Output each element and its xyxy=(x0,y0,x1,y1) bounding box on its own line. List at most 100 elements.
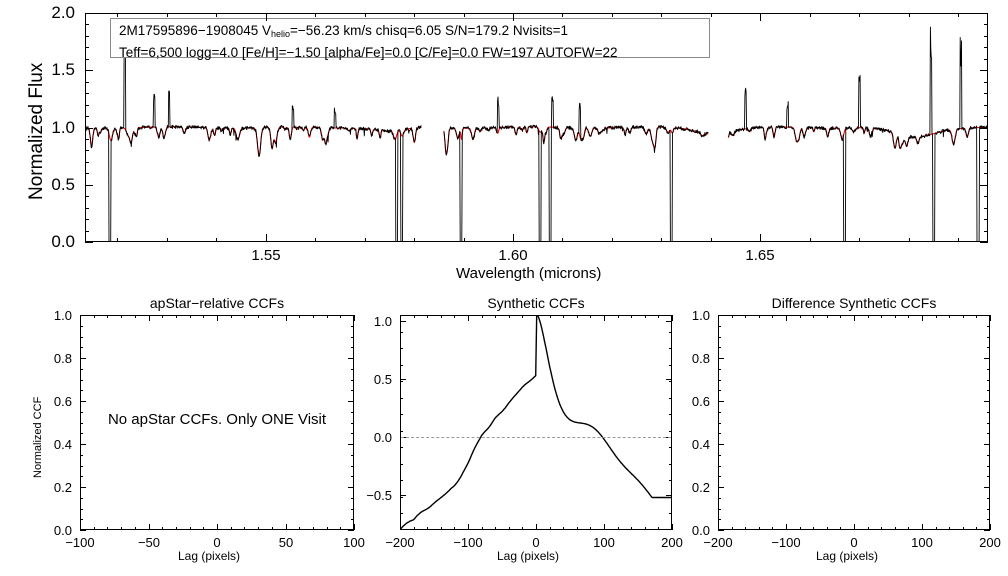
axis-tick xyxy=(868,527,869,530)
axis-tick xyxy=(468,524,469,530)
axis-tick xyxy=(117,13,118,17)
apstar-ccf-empty-message: No apStar CCFs. Only ONE Visit xyxy=(107,411,327,428)
axis-tick xyxy=(351,369,354,370)
axis-tick xyxy=(895,527,896,530)
axis-tick xyxy=(80,315,81,321)
axis-tick xyxy=(984,315,990,316)
axis-tick xyxy=(266,234,267,242)
axis-tick xyxy=(149,315,150,321)
axis-tick-label: 0.2 xyxy=(691,480,710,495)
axis-tick xyxy=(987,412,990,413)
axis-tick xyxy=(454,527,455,530)
axis-tick-label: 1.60 xyxy=(498,247,528,264)
axis-tick xyxy=(482,315,483,318)
axis-tick xyxy=(868,315,869,318)
axis-tick xyxy=(85,173,89,174)
axis-tick xyxy=(813,315,814,318)
axis-tick xyxy=(266,13,267,21)
axis-tick xyxy=(85,13,93,14)
axis-tick xyxy=(217,524,218,530)
axis-tick xyxy=(786,524,787,530)
axis-tick xyxy=(963,315,964,318)
axis-tick xyxy=(80,347,83,348)
axis-tick xyxy=(718,315,719,321)
synthetic-ccf-x-axis-label: Lag (pixels) xyxy=(497,549,560,563)
axis-tick-label: 0.0 xyxy=(53,523,72,538)
axis-tick-label: 0.5 xyxy=(373,372,392,387)
axis-tick-label: 0.0 xyxy=(51,232,75,251)
axis-tick xyxy=(987,455,990,456)
axis-tick xyxy=(400,365,403,366)
axis-tick-label: 100 xyxy=(911,535,933,550)
axis-tick xyxy=(414,13,415,17)
axis-tick xyxy=(80,423,83,424)
axis-tick xyxy=(984,530,990,531)
axis-tick xyxy=(315,238,316,242)
axis-tick xyxy=(80,369,83,370)
axis-tick xyxy=(732,527,733,530)
axis-tick xyxy=(400,379,406,380)
axis-tick xyxy=(718,423,721,424)
axis-tick xyxy=(987,369,990,370)
axis-tick xyxy=(107,527,108,530)
axis-tick-label: 0.4 xyxy=(53,437,72,452)
axis-tick-label: 0.4 xyxy=(691,437,710,452)
axis-tick-label: 1.0 xyxy=(373,314,392,329)
axis-tick xyxy=(800,527,801,530)
axis-tick xyxy=(85,70,93,71)
axis-tick xyxy=(414,238,415,242)
axis-tick xyxy=(612,13,613,17)
axis-tick xyxy=(984,139,988,140)
axis-tick xyxy=(881,315,882,318)
axis-tick xyxy=(908,527,909,530)
axis-tick-label: 0.5 xyxy=(51,175,75,194)
axis-tick xyxy=(980,13,988,14)
axis-tick xyxy=(550,527,551,530)
axis-tick xyxy=(348,401,354,402)
axis-tick xyxy=(441,527,442,530)
axis-tick xyxy=(351,509,354,510)
axis-tick xyxy=(987,390,990,391)
axis-tick xyxy=(258,527,259,530)
axis-tick xyxy=(80,519,83,520)
axis-tick xyxy=(327,315,328,318)
apstar-ccf-x-axis-label: Lag (pixels) xyxy=(178,549,241,563)
axis-tick xyxy=(340,315,341,318)
axis-tick xyxy=(658,315,659,318)
axis-tick-label: 50 xyxy=(278,535,294,550)
axis-tick xyxy=(563,315,564,318)
axis-tick xyxy=(351,498,354,499)
axis-tick-label: 1.0 xyxy=(51,118,75,137)
axis-tick xyxy=(536,315,537,321)
axis-tick xyxy=(827,315,828,318)
axis-tick xyxy=(400,348,403,349)
axis-tick xyxy=(176,527,177,530)
axis-tick xyxy=(669,497,672,498)
axis-tick xyxy=(85,242,93,243)
axis-tick xyxy=(718,487,724,488)
axis-tick xyxy=(121,315,122,318)
axis-tick xyxy=(495,315,496,318)
axis-tick xyxy=(85,196,89,197)
param-line1-post: =−56.23 km/s chisq=6.05 S/N=179.2 Nvisit… xyxy=(290,23,569,38)
axis-tick xyxy=(400,315,401,321)
axis-tick xyxy=(987,519,990,520)
axis-tick xyxy=(354,524,355,530)
axis-tick xyxy=(922,524,923,530)
axis-tick-label: −200 xyxy=(703,535,733,550)
axis-tick xyxy=(400,431,403,432)
spectrum-x-axis-label: Wavelength (microns) xyxy=(456,265,602,282)
axis-tick xyxy=(441,315,442,318)
axis-tick-label: −200 xyxy=(385,535,415,550)
axis-tick xyxy=(121,527,122,530)
axis-tick xyxy=(400,513,403,514)
axis-tick xyxy=(351,476,354,477)
axis-tick-label: 100 xyxy=(343,535,365,550)
axis-tick xyxy=(400,495,406,496)
axis-tick xyxy=(286,524,287,530)
axis-tick xyxy=(645,315,646,318)
axis-tick xyxy=(718,337,721,338)
axis-tick xyxy=(718,390,721,391)
